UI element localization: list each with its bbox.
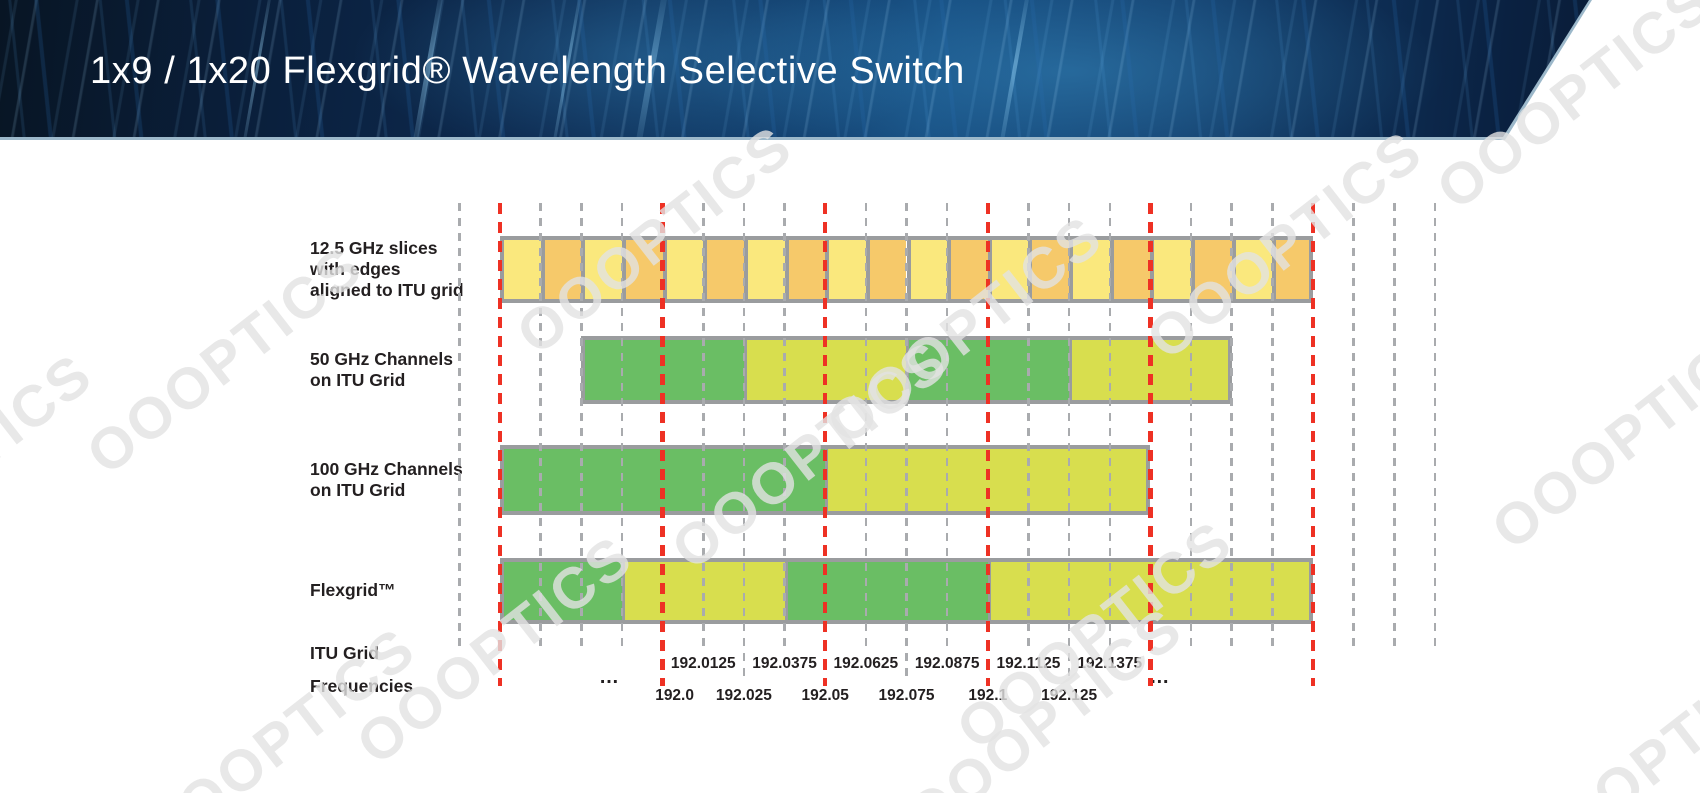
channel-segment-orange [784, 236, 826, 303]
channel-segment-orange [703, 236, 744, 303]
grid-row-12p5ghz-slices [500, 236, 1313, 303]
freq-label: 192.1125 [996, 655, 1061, 672]
slice-gridline-gray [783, 203, 786, 650]
channel-segment-orange [1191, 236, 1232, 303]
axis-label-line: ITU Grid [310, 643, 380, 663]
row-label-flexgrid: Flexgrid™ [310, 580, 396, 601]
channel-segment-orange [621, 236, 663, 303]
slice-gridline-gray [945, 203, 949, 650]
channel-segment-yellow [743, 236, 785, 303]
itu-gridline-red [660, 203, 665, 686]
freq-label: 192.1 [968, 687, 1008, 704]
freq-label: 192.075 [878, 687, 935, 704]
slice-gridline-gray [1230, 203, 1233, 650]
freq-label: 192.0125 [670, 655, 736, 672]
slice-gridline-gray [742, 203, 746, 678]
slice-gridline-gray [905, 203, 908, 678]
slice-gridline-gray [1393, 203, 1396, 650]
slice-gridline-gray [1352, 203, 1355, 650]
row-label-50ghz-channels: 50 GHz Channels on ITU Grid [310, 349, 453, 391]
banner-light-streaks [0, 0, 1589, 137]
ellipsis: … [1149, 666, 1172, 688]
freq-label: 192.0875 [914, 655, 980, 672]
itu-gridline-red [1310, 203, 1316, 686]
slice-gridline-gray [620, 203, 624, 650]
slice-gridline-gray [1027, 203, 1030, 650]
slice-gridline-gray [1271, 203, 1274, 650]
channel-segment-orange [947, 236, 988, 303]
row-label-100ghz-channels: 100 GHz Channels on ITU Grid [310, 459, 463, 501]
row-label-line: with edges [310, 259, 401, 279]
row-label-12p5ghz-slices: 12.5 GHz slices with edges aligned to ITU … [310, 238, 464, 301]
itu-gridline-red [1148, 203, 1153, 686]
itu-gridline-red [497, 203, 503, 686]
channel-segment-yellow [581, 236, 622, 303]
freq-label: 192.05 [801, 687, 849, 704]
channel-segment-orange [865, 236, 907, 303]
channel-segment-yellow [1069, 236, 1110, 303]
freq-label: 192.125 [1041, 687, 1098, 704]
row-label-line: on ITU Grid [310, 480, 406, 500]
row-label-line: aligned to ITU grid [310, 280, 464, 300]
slice-gridline-gray [580, 203, 583, 650]
row-label-line: Flexgrid™ [310, 580, 396, 600]
freq-label: 192.0625 [833, 655, 899, 672]
channel-segment-yellow [906, 236, 948, 303]
slice-gridline-gray [458, 203, 461, 650]
slice-gridline-gray [539, 203, 542, 650]
slice-gridline-gray [1189, 203, 1193, 650]
axis-label-line: Frequencies [310, 676, 414, 696]
freq-label: 192.1375 [1077, 655, 1143, 672]
title-banner: 1x9 / 1x20 Flexgrid® Wavelength Selectiv… [0, 0, 1589, 137]
channel-segment-green [500, 558, 622, 624]
slice-gridline-gray [1108, 203, 1111, 650]
row-label-line: 12.5 GHz slices [310, 238, 438, 258]
axis-label-itu-grid-frequencies: ITU Grid Frequencies [310, 637, 413, 703]
channel-segment-orange [540, 236, 582, 303]
slice-gridline-gray [1067, 203, 1071, 678]
freq-label: 192.0 [655, 687, 694, 704]
row-label-line: on ITU Grid [310, 370, 406, 390]
ellipsis: … [598, 666, 621, 688]
itu-gridline-red [985, 203, 991, 686]
channel-segment-orange [1028, 236, 1070, 303]
channel-segment-green [784, 558, 988, 624]
row-label-line: 100 GHz Channels [310, 459, 463, 479]
channel-segment-yellow [500, 236, 541, 303]
slice-gridline-gray [1433, 203, 1437, 650]
channel-segment-orange [1272, 236, 1313, 303]
banner-light-streaks-2 [0, 0, 1589, 137]
channel-segment-orange [1109, 236, 1151, 303]
channel-segment-yellow [1231, 236, 1273, 303]
itu-gridline-red [822, 203, 828, 686]
slice-gridline-gray [702, 203, 705, 650]
freq-label: 192.025 [715, 687, 772, 704]
slide-title: 1x9 / 1x20 Flexgrid® Wavelength Selectiv… [90, 50, 965, 92]
slice-gridline-gray [864, 203, 868, 650]
row-label-line: 50 GHz Channels [310, 349, 453, 369]
freq-label: 192.0375 [752, 655, 817, 672]
